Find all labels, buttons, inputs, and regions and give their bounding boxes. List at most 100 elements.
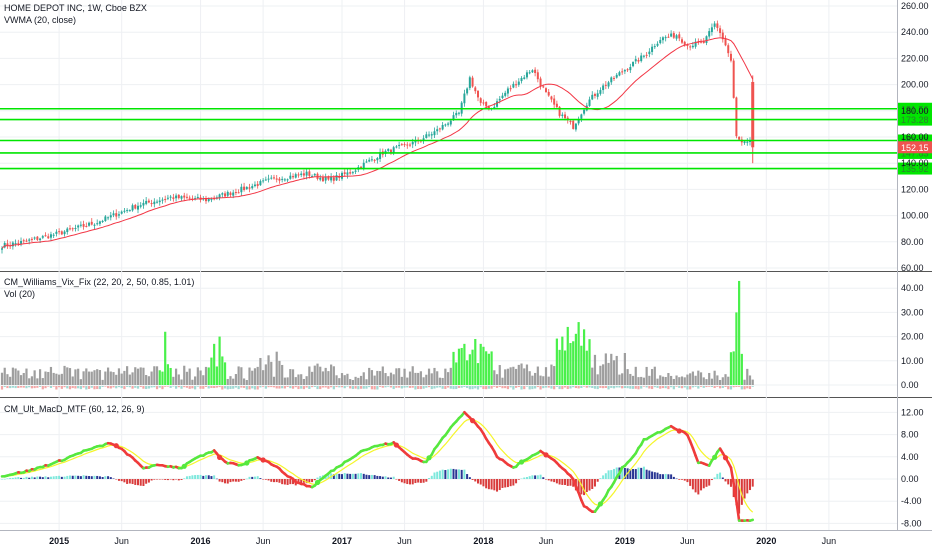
price-axis-label: 200.00 — [901, 80, 929, 90]
volume-bar — [618, 386, 621, 388]
vix-bar — [419, 371, 422, 385]
vix-bar — [150, 371, 153, 385]
candle-body — [251, 186, 254, 189]
volume-bar — [66, 386, 69, 389]
candle-body — [678, 34, 681, 39]
candle-body — [479, 98, 482, 103]
volume-bar — [242, 386, 246, 388]
macd-signal-line — [2, 418, 754, 513]
vix-bar — [9, 376, 12, 385]
volume-bar — [411, 386, 414, 388]
macd-histogram-bar — [224, 479, 227, 484]
time-axis-label: Jun — [680, 536, 695, 546]
volume-bar — [281, 386, 284, 389]
macd-histogram-bar — [351, 473, 354, 479]
volume-bar — [174, 386, 178, 389]
vix-bar — [79, 379, 82, 385]
macd-histogram-bar — [360, 473, 363, 479]
vix-bar — [11, 367, 14, 385]
macd-histogram-bar — [373, 475, 376, 479]
macd-histogram-bar — [253, 476, 256, 479]
macd-histogram-bar — [623, 467, 626, 479]
candle-body — [634, 59, 637, 62]
candle-body — [713, 23, 716, 27]
volume-bar — [256, 386, 259, 390]
macd-histogram-bar — [525, 477, 528, 479]
vix-bar — [278, 360, 281, 385]
vix-bar — [520, 363, 523, 385]
volume-bar — [0, 386, 4, 390]
volume-bar — [678, 386, 681, 388]
candle-body — [71, 228, 74, 230]
candle-body — [615, 74, 618, 78]
candle-body — [604, 84, 607, 86]
vix-bar — [705, 379, 708, 385]
vix-bar — [74, 369, 77, 385]
vix-bar — [120, 373, 123, 385]
candle-body — [370, 159, 373, 161]
volume-bar — [718, 386, 722, 389]
candle-body — [14, 243, 17, 245]
volume-bar — [425, 386, 428, 388]
candle-body — [749, 140, 751, 142]
volume-bar — [19, 386, 23, 388]
volume-bar — [395, 386, 398, 388]
vix-bar — [512, 366, 515, 385]
volume-bar — [188, 386, 191, 389]
macd-histogram-bar — [63, 476, 66, 479]
vix-bar — [202, 375, 205, 385]
macd-histogram-bar — [283, 479, 286, 485]
vix-bar — [531, 375, 534, 385]
macd-cross-dot — [597, 501, 604, 507]
macd-histogram-bar — [237, 479, 240, 482]
volume-bar — [44, 386, 47, 389]
candle-body — [270, 177, 273, 179]
vix-bar — [85, 368, 88, 385]
volume-bar — [485, 386, 488, 390]
candle-body — [52, 234, 55, 236]
volume-bar — [169, 386, 172, 388]
macd-histogram-bar — [751, 479, 754, 487]
support-label: 135.92 — [901, 164, 929, 174]
macd-histogram-bar — [49, 476, 52, 479]
time-axis-label: 2019 — [615, 536, 635, 546]
candle-body — [278, 178, 281, 181]
candle-body — [115, 213, 118, 217]
macd-histogram-bar — [93, 475, 96, 479]
candle-body — [574, 123, 577, 130]
price-axis-label: 180.00 — [901, 106, 929, 116]
candle-body — [297, 174, 300, 176]
macd-cross-dot — [393, 442, 399, 448]
volume-bar — [463, 386, 466, 388]
candle-body — [444, 124, 447, 126]
candle-body — [504, 92, 507, 96]
vix-bar — [455, 362, 458, 385]
candle-body — [341, 172, 343, 179]
price-axis-label: 140.00 — [901, 158, 929, 168]
candle-body — [145, 200, 148, 204]
macd-histogram-bar — [607, 470, 610, 479]
macd-histogram-bar — [349, 473, 352, 479]
candle-body — [433, 131, 436, 136]
vix-bar — [686, 374, 689, 385]
macd-histogram-bar — [215, 478, 218, 480]
macd-histogram-bar — [387, 477, 390, 479]
volume-bar — [340, 386, 344, 388]
vix-bar — [300, 374, 303, 385]
vix-bar — [49, 366, 53, 385]
candle-body — [506, 88, 509, 94]
candle-body — [243, 186, 246, 190]
vix-bar — [735, 312, 738, 385]
vix-bar — [395, 368, 398, 385]
volume-bar — [117, 386, 121, 388]
candle-body — [98, 221, 101, 224]
candle-body — [161, 199, 164, 201]
macd-histogram-bar — [365, 474, 368, 479]
candle-body — [77, 225, 80, 228]
macd-histogram-bar — [474, 479, 477, 482]
volume-bar — [498, 386, 501, 387]
macd-legend: CM_Ult_MacD_MTF (60, 12, 26, 9) — [4, 404, 145, 414]
candle-body — [281, 178, 284, 180]
vix-bar — [330, 364, 333, 385]
